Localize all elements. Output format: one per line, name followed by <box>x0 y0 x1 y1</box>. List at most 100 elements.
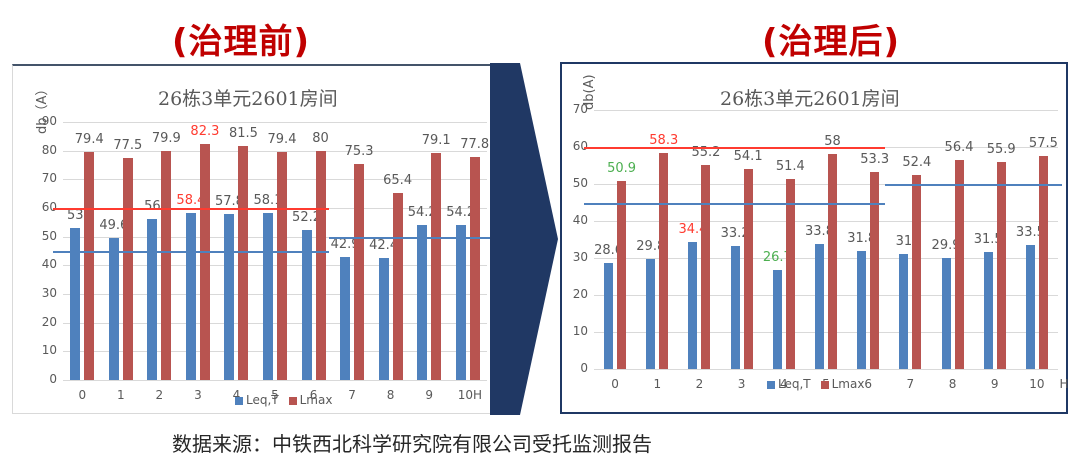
y-tick-label: 50 <box>41 228 57 243</box>
chart-title: 26栋3单元2601房间 <box>158 88 338 110</box>
bar-leq <box>688 241 698 369</box>
x-tick-label: 8 <box>386 388 395 402</box>
data-label: 42.9 <box>330 237 360 253</box>
x-tick-label: 7 <box>348 388 356 402</box>
data-label: 50.9 <box>607 160 637 176</box>
gridline <box>594 332 1058 333</box>
data-label: 31.8 <box>847 231 877 247</box>
x-tick-label: 2 <box>155 388 164 402</box>
reference-line-blue <box>53 251 329 253</box>
y-tick-label: 70 <box>41 171 57 186</box>
legend-item: Lmax <box>820 377 864 391</box>
legend-label: Leq,T <box>246 393 279 407</box>
bar-leq <box>108 237 119 380</box>
reference-line-red <box>53 208 329 210</box>
data-label: 53.3 <box>860 151 890 167</box>
gridline <box>63 322 487 324</box>
y-tick-label: 10 <box>41 343 57 358</box>
gridline <box>594 369 1058 370</box>
x-tick-label: 3 <box>737 377 746 391</box>
gridline <box>594 258 1058 259</box>
x-tick-label: 7 <box>906 377 915 391</box>
gridline <box>63 150 487 152</box>
bar-leq <box>340 257 351 380</box>
data-label: 33.5 <box>1015 225 1045 241</box>
x-tick-label: 0 <box>78 388 87 402</box>
legend: Leq,T Lmax <box>235 393 332 407</box>
data-label: 58 <box>824 134 841 150</box>
data-label: 53 <box>66 208 84 224</box>
bar-leq <box>815 243 824 369</box>
data-label: 31 <box>895 234 913 250</box>
data-label: 28.6 <box>594 243 624 259</box>
data-label: 65.4 <box>383 172 413 188</box>
bar-lmax <box>354 164 365 380</box>
bar-leq <box>730 246 740 369</box>
bar-lmax <box>701 164 711 369</box>
legend-swatch-icon <box>235 396 243 405</box>
data-label: 80 <box>312 130 329 146</box>
bar-lmax <box>122 157 133 380</box>
bar-leq <box>417 224 428 380</box>
data-label: 52.2 <box>292 210 321 226</box>
x-tick-label: 5 <box>271 388 279 402</box>
y-tick-label: 10 <box>572 324 588 338</box>
bar-lmax <box>199 144 210 380</box>
x-tick-label: 2 <box>695 377 704 391</box>
data-label: 31.5 <box>973 232 1003 248</box>
data-label: 79.9 <box>151 130 181 146</box>
bar-leq <box>983 252 993 369</box>
data-label: 79.4 <box>267 132 297 148</box>
data-label: 57.8 <box>214 194 244 210</box>
data-label: 58.4 <box>176 192 206 208</box>
data-label: 33.8 <box>805 223 834 239</box>
data-label: 51.4 <box>775 158 805 174</box>
gridline <box>594 221 1058 222</box>
bar-leq <box>70 228 81 380</box>
x-tick-label: 1 <box>116 388 125 402</box>
bar-leq <box>899 254 909 369</box>
bar-leq <box>224 214 235 380</box>
bar-lmax <box>954 160 964 369</box>
bar-lmax <box>315 150 326 380</box>
x-tick-label: 10H <box>457 388 483 402</box>
bar-lmax <box>659 153 669 369</box>
data-label: 54.1 <box>733 148 763 164</box>
y-tick-label: 30 <box>572 250 588 264</box>
gridline <box>63 294 487 295</box>
data-label: 33.2 <box>720 226 750 242</box>
x-tick-label: 6 <box>864 377 872 391</box>
bar-lmax <box>392 192 403 380</box>
reference-line-blue <box>885 184 1062 186</box>
data-label: 26.7 <box>762 250 792 266</box>
legend-item: Leq,T <box>235 393 279 407</box>
gridline <box>594 110 1058 111</box>
bar-lmax <box>161 150 172 380</box>
bar-leq <box>378 258 389 380</box>
data-label: 56.4 <box>944 140 974 156</box>
y-tick-label: 20 <box>572 287 588 301</box>
y-tick-label: 70 <box>572 102 588 116</box>
heading-after: (治理后) <box>762 22 901 62</box>
x-tick-label: 1 <box>653 377 662 391</box>
gridline <box>63 380 487 381</box>
gridline <box>594 184 1058 185</box>
legend: Leq,T Lmax <box>767 377 864 391</box>
bar-leq <box>1025 245 1035 369</box>
x-axis-unit: H <box>1059 377 1069 391</box>
gridline <box>63 265 487 267</box>
x-tick-label: 4 <box>779 377 788 391</box>
bar-lmax <box>996 162 1006 369</box>
x-tick-label: 10 <box>1029 377 1045 391</box>
legend-swatch-icon <box>288 396 297 405</box>
gridline <box>63 179 487 181</box>
bar-lmax <box>785 178 795 369</box>
arrow-icon <box>490 63 558 415</box>
data-label: 77.5 <box>113 137 143 153</box>
data-label: 56 <box>144 199 161 215</box>
x-tick-label: 3 <box>194 388 202 402</box>
data-label: 42.4 <box>369 238 399 254</box>
x-tick-label: 4 <box>232 388 241 402</box>
legend-label: Leq,T <box>778 377 811 391</box>
bar-lmax <box>617 180 627 369</box>
